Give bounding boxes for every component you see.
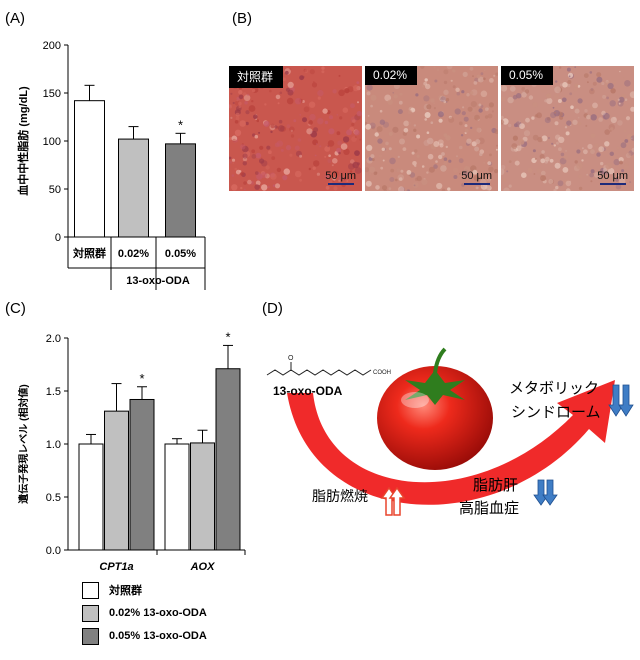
scale-bar: 50 μm bbox=[597, 170, 628, 185]
legend-label: 対照群 bbox=[109, 585, 142, 597]
chart-gene-expression: 0.0 0.5 1.0 1.5 2.0 * CPT1a * AOX 遺伝子発現レベル (相対値) bbox=[17, 329, 246, 573]
y-tick-label: 200 bbox=[43, 40, 61, 52]
y-tick-label: 50 bbox=[49, 184, 61, 196]
y-tick-label: 0.5 bbox=[46, 492, 61, 504]
legend-label: 0.05% 13-oxo-ODA bbox=[109, 630, 207, 642]
y-tick-label: 1.0 bbox=[46, 439, 61, 451]
bar bbox=[164, 443, 190, 551]
down-arrow-icon bbox=[608, 384, 634, 417]
bar bbox=[74, 100, 105, 238]
bar bbox=[104, 410, 129, 551]
micrograph-label: 対照群 bbox=[229, 66, 284, 88]
micrograph-label: 0.05% bbox=[501, 66, 554, 85]
y-axis-label: 遺伝子発現レベル (相対値) bbox=[17, 384, 30, 504]
svg-text:O: O bbox=[288, 355, 294, 362]
y-tick-label: 0 bbox=[55, 232, 61, 244]
mechanism-diagram: O COOH 13-oxo-ODA 脂肪燃焼 脂肪肝 高脂血症 メタボリック シ… bbox=[266, 347, 634, 517]
y-tick-label: 150 bbox=[43, 88, 61, 100]
metabolic-label-2: シンドローム bbox=[511, 404, 601, 421]
compound-label: 13-oxo-ODA bbox=[273, 384, 343, 398]
x-category-label: CPT1a bbox=[99, 561, 133, 573]
micrograph-label: 0.02% bbox=[365, 66, 418, 85]
legend-swatch bbox=[82, 627, 99, 645]
cooh-label: COOH bbox=[373, 370, 391, 376]
tomato-icon bbox=[377, 347, 493, 470]
tissue-texture bbox=[229, 66, 362, 191]
panel-label-b: (B) bbox=[232, 10, 252, 27]
bar bbox=[118, 138, 149, 238]
hyperlipidemia-label: 高脂血症 bbox=[459, 500, 519, 517]
red-curved-arrow bbox=[287, 380, 615, 505]
scale-bar: 50 μm bbox=[461, 170, 492, 185]
y-axis-label: 血中中性脂肪 (mg/dL) bbox=[16, 86, 30, 196]
fat-burning-label: 脂肪燃焼 bbox=[312, 488, 368, 504]
scale-bar: 50 μm bbox=[325, 170, 356, 185]
x-category-label: 対照群 bbox=[72, 246, 106, 260]
legend-item-002: 0.02% 13-oxo-ODA bbox=[82, 603, 207, 623]
x-category-label: 0.05% bbox=[165, 248, 196, 260]
scale-label: 50 μm bbox=[597, 170, 628, 182]
legend-label: 0.02% 13-oxo-ODA bbox=[109, 607, 207, 619]
micrograph-0-02: 0.02% 50 μm bbox=[365, 66, 498, 191]
bar bbox=[129, 398, 155, 551]
bar bbox=[78, 443, 104, 551]
micrograph-control: 対照群 50 μm bbox=[229, 66, 362, 191]
bar bbox=[190, 442, 215, 551]
legend-item-005: 0.05% 13-oxo-ODA bbox=[82, 626, 207, 646]
x-category-label: AOX bbox=[190, 561, 216, 573]
significance-mark: * bbox=[139, 371, 144, 386]
scale-label: 50 μm bbox=[461, 170, 492, 182]
up-arrow-icon bbox=[380, 486, 406, 516]
fatty-liver-label: 脂肪肝 bbox=[473, 477, 518, 494]
y-tick-label: 0.0 bbox=[46, 545, 61, 557]
down-arrow-icon bbox=[533, 479, 558, 506]
tissue-texture bbox=[501, 66, 634, 191]
significance-mark: * bbox=[178, 117, 183, 132]
legend-swatch bbox=[82, 604, 99, 622]
panel-label-a: (A) bbox=[5, 10, 25, 27]
panel-label-d: (D) bbox=[262, 300, 283, 317]
y-tick-label: 2.0 bbox=[46, 333, 61, 345]
micrograph-0-05: 0.05% 50 μm bbox=[501, 66, 634, 191]
legend-item-control: 対照群 bbox=[82, 580, 142, 600]
micrograph-panel: 対照群 50 μm 0.02% 50 μm 0.05% 50 μm bbox=[228, 64, 638, 194]
tissue-texture bbox=[365, 66, 498, 191]
chart-triglyceride: 0 50 100 150 200 対照群 0.02% * 0.05% 13-oxo-ODA 血中中性… bbox=[16, 40, 206, 290]
x-category-label: 0.02% bbox=[118, 248, 149, 260]
y-tick-label: 100 bbox=[43, 136, 61, 148]
molecule-structure-icon: O bbox=[266, 355, 372, 376]
x-group-label: 13-oxo-ODA bbox=[126, 275, 190, 287]
legend-swatch bbox=[82, 581, 99, 599]
metabolic-label-1: メタボリック bbox=[509, 380, 599, 397]
scale-label: 50 μm bbox=[325, 170, 356, 182]
bar bbox=[165, 143, 196, 238]
bar bbox=[215, 368, 241, 551]
significance-mark: * bbox=[225, 329, 230, 344]
panel-label-c: (C) bbox=[5, 300, 26, 317]
y-tick-label: 1.5 bbox=[46, 386, 61, 398]
